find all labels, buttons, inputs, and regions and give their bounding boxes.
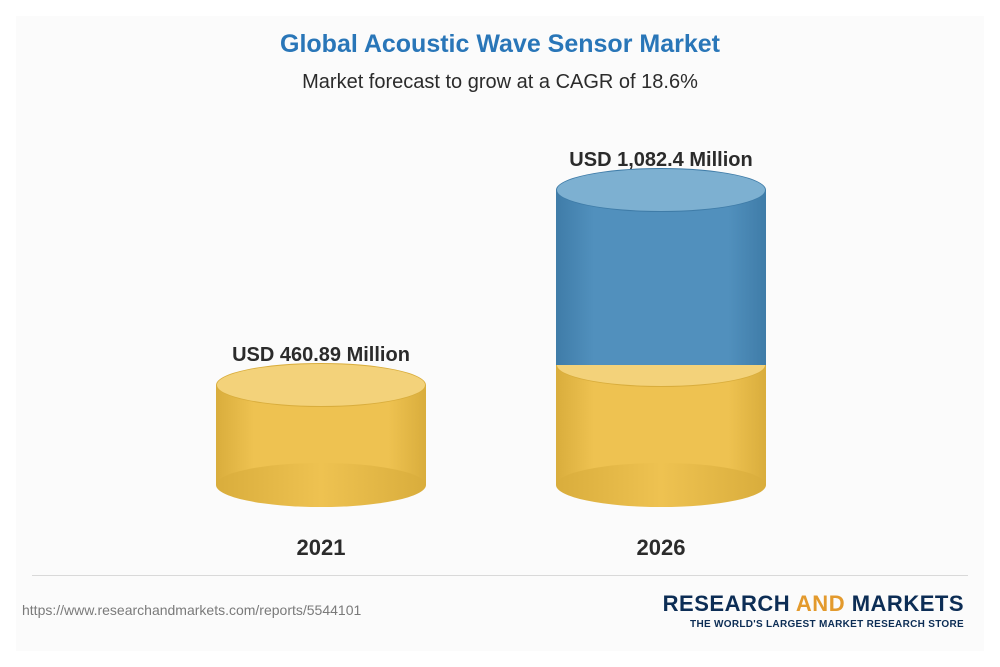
chart-title: Global Acoustic Wave Sensor Market xyxy=(16,30,984,59)
cylinder-top-ellipse xyxy=(556,168,766,212)
infographic-panel: Global Acoustic Wave Sensor Market Marke… xyxy=(16,16,984,651)
logo-word-and: AND xyxy=(796,591,845,616)
brand-logo-tagline: THE WORLD'S LARGEST MARKET RESEARCH STOR… xyxy=(663,619,964,630)
bar-2026-year: 2026 xyxy=(556,535,766,561)
chart-subtitle: Market forecast to grow at a CAGR of 18.… xyxy=(16,71,984,94)
brand-logo-name: RESEARCH AND MARKETS xyxy=(663,591,964,617)
bar-2021: USD 460.89 Million 2021 xyxy=(216,344,426,561)
source-url: https://www.researchandmarkets.com/repor… xyxy=(16,602,361,618)
bar-2026: USD 1,082.4 Million 2026 xyxy=(556,149,766,561)
logo-word-markets: MARKETS xyxy=(852,591,964,616)
chart-area: USD 460.89 Million 2021 USD 1,082.4 Mill… xyxy=(16,126,984,561)
cylinder-2026 xyxy=(556,190,766,485)
footer: https://www.researchandmarkets.com/repor… xyxy=(16,577,984,651)
cylinder-2021 xyxy=(216,385,426,485)
footer-divider xyxy=(32,575,968,576)
bar-2021-year: 2021 xyxy=(216,535,426,561)
logo-word-research: RESEARCH xyxy=(663,591,790,616)
cylinder-segment xyxy=(556,190,766,365)
cylinder-top-ellipse xyxy=(216,363,426,407)
cylinder-bottom-ellipse xyxy=(216,463,426,507)
brand-logo: RESEARCH AND MARKETS THE WORLD'S LARGEST… xyxy=(663,591,964,630)
cylinder-bottom-ellipse xyxy=(556,463,766,507)
